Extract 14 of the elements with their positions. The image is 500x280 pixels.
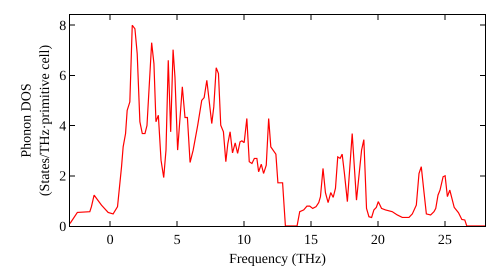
- x-tick-label: 15: [304, 232, 318, 248]
- x-tick-label: 0: [106, 232, 114, 248]
- x-tick-label: 25: [438, 232, 452, 248]
- y-tick-label: 2: [59, 170, 66, 185]
- x-tick-label: 20: [370, 232, 385, 248]
- line-series: [70, 24, 485, 226]
- y-axis-title: Phonon DOS (States/THz·primitive cell): [20, 44, 53, 196]
- x-tick-label: 10: [237, 232, 252, 248]
- x-axis-title: Frequency (THz): [229, 252, 326, 268]
- y-tick-label: 6: [59, 69, 66, 84]
- y-tick-label: 8: [59, 18, 66, 34]
- y-tick-label: 0: [59, 220, 66, 235]
- x-tick-label: 5: [174, 232, 181, 248]
- y-tick-label: 4: [59, 119, 66, 134]
